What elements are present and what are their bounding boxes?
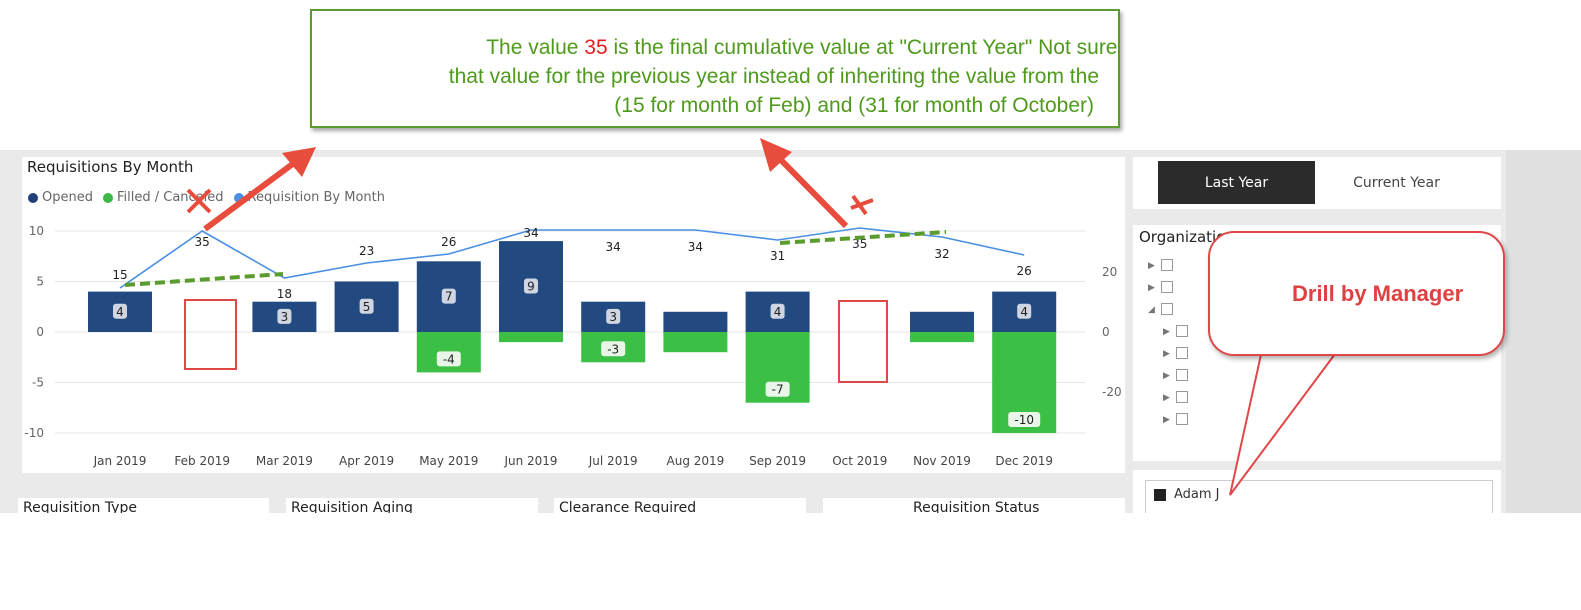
drill-by-manager-callout [1208,231,1505,356]
drill-by-manager-label: Drill by Manager [1292,281,1464,306]
scrollbar-track[interactable] [1506,150,1581,513]
legend-label: Requisition By Month [247,190,386,205]
expand-arrow-icon[interactable]: ▶ [1148,281,1155,292]
annotation-value: 35 [584,36,608,59]
clearance-required-panel [554,498,806,513]
legend-item-requisition-by-month[interactable]: Requisition By Month [233,190,386,205]
requisition-status-title: Requisition Status [913,500,1040,516]
requisition-aging-title: Requisition Aging [291,500,413,516]
tree-item[interactable]: ▶ [1148,259,1173,271]
tree-item[interactable]: ▶ [1163,347,1188,359]
checkbox[interactable] [1160,281,1173,293]
legend-item-opened[interactable]: Opened [28,190,93,205]
legend-label: Opened [42,190,93,205]
annotation-text: The value 35 is the final cumulative val… [312,33,1118,120]
requisition-type-title: Requisition Type [23,500,137,516]
expand-arrow-icon[interactable]: ▶ [1163,369,1170,380]
checkbox[interactable] [1160,303,1173,315]
organization-title: Organization [1139,228,1235,246]
page-bottom-whitespace [0,513,1581,610]
chart-title: Requisitions By Month [27,158,194,176]
expand-arrow-icon[interactable]: ▶ [1163,391,1170,402]
legend-item-filled[interactable]: Filled / Canceled [102,190,224,205]
annotation-callout: The value 35 is the final cumulative val… [310,9,1120,128]
speech-bubble-joint [1263,346,1337,354]
checkbox[interactable] [1160,259,1173,271]
tree-item[interactable]: ▶ [1163,369,1188,381]
requisition-aging-panel [286,498,538,513]
chart-legend: Opened Filled / Canceled Requisition By … [28,190,385,205]
current-year-button[interactable]: Current Year [1353,174,1440,191]
checkbox-checked[interactable] [1154,488,1166,501]
expand-arrow-icon[interactable]: ▶ [1148,259,1155,270]
checkbox[interactable] [1175,391,1188,403]
checkbox[interactable] [1175,325,1188,337]
legend-dot-icon [28,192,38,203]
requisition-type-panel [18,498,269,513]
tree-item[interactable]: ▶ [1148,281,1173,293]
annotation-text-part: is the final cumulative value at "Curren… [607,36,1120,59]
legend-label: Filled / Canceled [116,190,224,205]
annotation-line-2: that value for the previous year instead… [448,65,1099,88]
legend-dot-icon [233,192,244,203]
checkbox[interactable] [1175,347,1188,359]
expand-arrow-icon[interactable]: ▶ [1163,325,1170,336]
tree-item[interactable]: ▶ [1163,325,1188,337]
expand-arrow-icon[interactable]: ▶ [1163,413,1170,424]
legend-dot-icon [102,192,113,203]
annotation-line-1: The value 35 is the final cumulative val… [312,33,1120,62]
manager-item[interactable]: Adam J [1154,487,1220,502]
checkbox[interactable] [1175,369,1188,381]
last-year-button[interactable]: Last Year [1158,161,1315,204]
tree-item[interactable]: ◢ [1148,303,1173,315]
annotation-text-part: The value [486,36,585,59]
tree-item[interactable]: ▶ [1163,413,1188,425]
annotation-line-3: (15 for month of Feb) and (31 for month … [614,94,1094,117]
tree-item[interactable]: ▶ [1163,391,1188,403]
clearance-required-title: Clearance Required [559,500,697,516]
collapse-arrow-icon[interactable]: ◢ [1148,303,1155,314]
expand-arrow-icon[interactable]: ▶ [1163,347,1170,358]
checkbox[interactable] [1175,413,1188,425]
manager-name: Adam J [1174,487,1220,502]
requisition-status-panel [823,498,1125,513]
